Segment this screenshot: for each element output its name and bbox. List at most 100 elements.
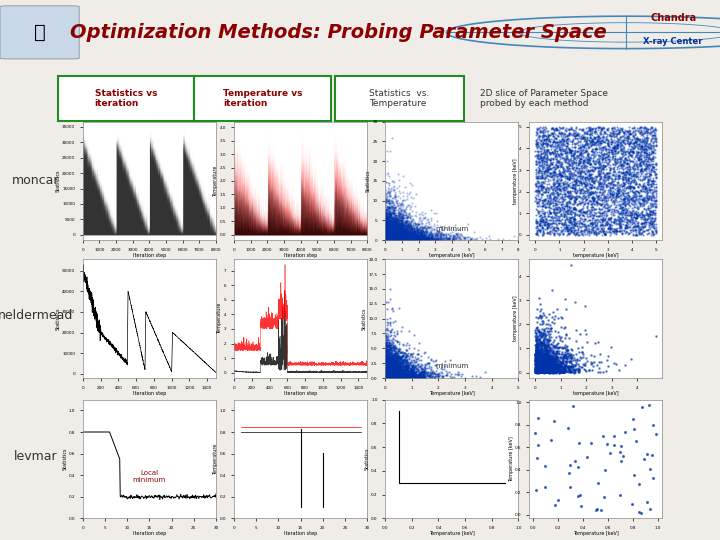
- Point: [418, 373, 429, 382]
- Text: Local
minimum: Local minimum: [132, 470, 166, 483]
- Point: [400, 235, 411, 244]
- Point: [386, 220, 397, 228]
- Point: [398, 368, 410, 377]
- Point: [602, 173, 613, 182]
- Point: [621, 126, 632, 135]
- Point: [384, 347, 396, 356]
- Point: [554, 367, 566, 375]
- Point: [645, 165, 657, 173]
- Point: [395, 229, 406, 238]
- Point: [380, 223, 392, 232]
- Point: [536, 204, 548, 213]
- Point: [379, 203, 391, 212]
- Point: [531, 362, 542, 371]
- Point: [380, 231, 392, 239]
- Point: [534, 363, 545, 372]
- Point: [534, 367, 546, 375]
- Point: [613, 188, 624, 197]
- Point: [590, 132, 602, 141]
- Point: [387, 368, 399, 376]
- Point: [392, 206, 404, 214]
- Point: [380, 231, 392, 240]
- Point: [645, 156, 657, 165]
- Point: [544, 207, 556, 216]
- Point: [581, 173, 593, 181]
- Point: [569, 354, 580, 363]
- Point: [379, 222, 391, 231]
- Point: [384, 219, 396, 227]
- Point: [541, 359, 553, 367]
- Point: [381, 366, 392, 375]
- Point: [395, 228, 407, 237]
- Point: [417, 227, 428, 236]
- Point: [395, 231, 407, 239]
- Point: [574, 132, 585, 140]
- Point: [642, 229, 653, 238]
- Point: [411, 220, 423, 228]
- Point: [381, 232, 392, 241]
- Point: [419, 234, 431, 243]
- Point: [427, 233, 438, 242]
- Point: [383, 224, 395, 233]
- Point: [401, 228, 413, 237]
- Point: [547, 205, 559, 213]
- Point: [381, 372, 392, 381]
- Point: [548, 315, 559, 323]
- Point: [596, 182, 608, 191]
- Point: [383, 227, 395, 236]
- Point: [393, 209, 405, 218]
- Point: [397, 368, 409, 377]
- Point: [386, 223, 397, 232]
- Point: [553, 367, 564, 376]
- Point: [607, 127, 618, 136]
- Point: [531, 359, 542, 367]
- Point: [547, 218, 559, 227]
- Point: [642, 196, 653, 205]
- Point: [410, 372, 422, 381]
- Point: [547, 359, 559, 368]
- Point: [380, 372, 392, 380]
- Point: [386, 230, 397, 238]
- Point: [405, 226, 417, 235]
- Point: [431, 228, 442, 237]
- Point: [399, 225, 410, 233]
- Point: [390, 226, 401, 234]
- Point: [626, 355, 637, 363]
- Point: [539, 368, 550, 377]
- Point: [634, 180, 645, 188]
- Point: [621, 133, 633, 142]
- Point: [393, 225, 405, 234]
- Point: [619, 158, 631, 167]
- Point: [542, 355, 554, 363]
- Point: [598, 163, 609, 171]
- Point: [598, 194, 609, 202]
- Point: [399, 232, 410, 241]
- Point: [626, 215, 638, 224]
- Point: [386, 223, 397, 232]
- Point: [392, 371, 404, 380]
- Point: [400, 235, 412, 244]
- Point: [385, 232, 397, 240]
- Point: [392, 229, 403, 238]
- Point: [387, 222, 399, 231]
- Point: [393, 372, 405, 380]
- Point: [562, 209, 574, 218]
- Point: [588, 200, 600, 208]
- Point: [621, 176, 632, 184]
- Point: [389, 224, 400, 232]
- Point: [630, 168, 642, 177]
- Point: [389, 223, 400, 232]
- Point: [383, 220, 395, 229]
- Point: [540, 313, 552, 321]
- Point: [625, 211, 636, 219]
- Point: [382, 366, 393, 374]
- Point: [385, 226, 397, 234]
- Point: [536, 312, 548, 321]
- Point: [390, 228, 402, 237]
- Point: [442, 222, 454, 231]
- Point: [390, 368, 401, 376]
- Point: [397, 360, 408, 369]
- Point: [387, 227, 398, 236]
- Point: [578, 148, 590, 157]
- Point: [542, 354, 554, 363]
